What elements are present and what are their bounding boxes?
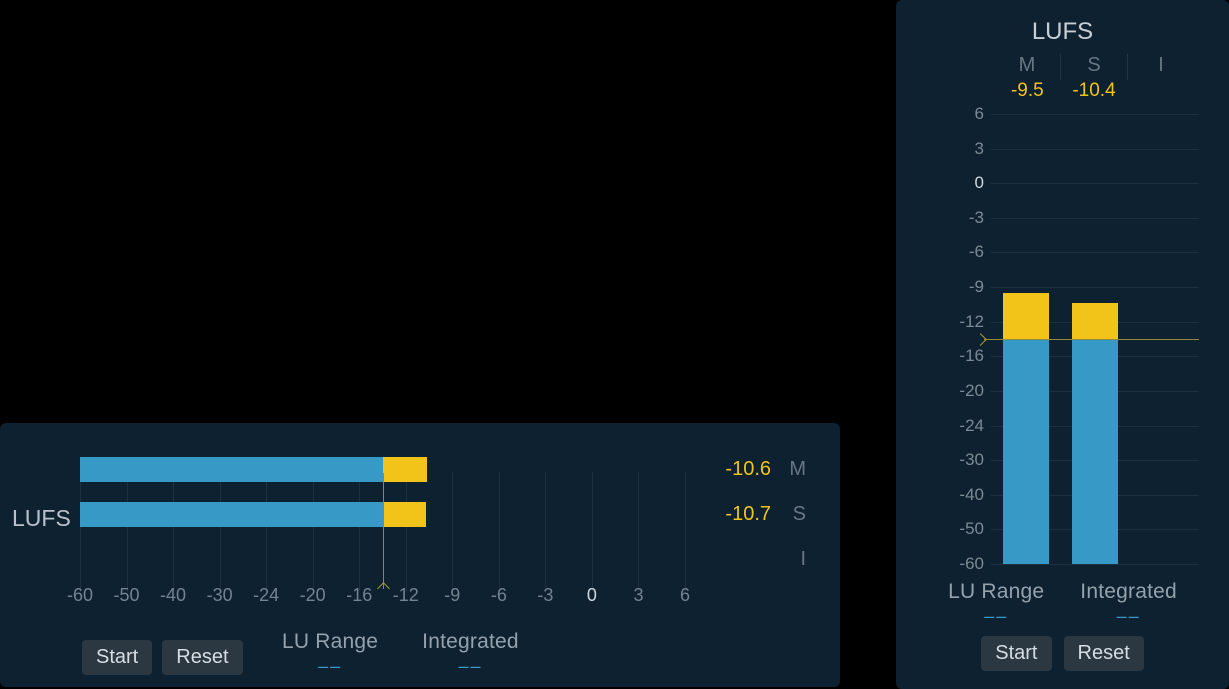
lu-range-readout: LU Range ––	[282, 630, 378, 677]
meter-label-m: M	[789, 457, 806, 482]
axis-tick-label: -60	[959, 554, 984, 574]
axis-tick-label: -30	[959, 450, 984, 470]
axis-tick-label: -16	[959, 346, 984, 366]
vertical-lufs-meter: LUFS M S I -9.5 -10.4 6 3 0 -3 -6 -9 -12 -16 -20…	[896, 0, 1229, 689]
axis-tick-label: -40	[959, 485, 984, 505]
axis-tick-label: -9	[969, 277, 984, 297]
lu-range-label: LU Range	[282, 630, 378, 654]
vertical-header-i: I	[1127, 54, 1194, 80]
horizontal-title: LUFS	[12, 505, 71, 532]
axis-tick-label: -3	[969, 208, 984, 228]
axis-tick-label: 0	[587, 585, 597, 606]
meter-value-m: -10.6	[725, 458, 771, 481]
axis-tick-label: -30	[207, 585, 233, 606]
lu-range-label: LU Range	[948, 580, 1044, 604]
meter-row-m: -10.6 M	[80, 457, 761, 482]
axis-tick-label: 6	[975, 104, 984, 124]
axis-tick-label: -12	[393, 585, 419, 606]
horizontal-readouts: LU Range –– Integrated ––	[282, 630, 519, 677]
vertical-header-row: M S I	[994, 54, 1194, 80]
vertical-value-m: -9.5	[994, 80, 1061, 106]
axis-tick-label: -6	[969, 242, 984, 262]
axis-tick-label: -20	[959, 381, 984, 401]
meter-label-s: S	[793, 502, 806, 527]
reset-button[interactable]: Reset	[1064, 636, 1144, 671]
axis-tick-label: -24	[253, 585, 279, 606]
axis-tick-label: -20	[300, 585, 326, 606]
axis-tick-label: -50	[114, 585, 140, 606]
meter-label-i: I	[800, 549, 806, 569]
meter-row-i: I	[80, 549, 761, 569]
integrated-value: ––	[1080, 606, 1177, 627]
integrated-readout: Integrated ––	[1080, 580, 1177, 627]
horizontal-axis: -60-50-40-30-24-20-16-12-9-6-3036	[80, 585, 761, 607]
vertical-value-s: -10.4	[1061, 80, 1128, 106]
axis-tick-label: 3	[975, 139, 984, 159]
axis-tick-label: 0	[975, 173, 984, 193]
meter-value-s: -10.7	[725, 503, 771, 526]
vertical-values-row: -9.5 -10.4	[994, 80, 1194, 106]
axis-tick-label: -50	[959, 519, 984, 539]
axis-tick-label: 6	[680, 585, 690, 606]
lu-range-readout: LU Range ––	[948, 580, 1044, 627]
axis-tick-label: -16	[346, 585, 372, 606]
start-button[interactable]: Start	[981, 636, 1051, 671]
integrated-label: Integrated	[422, 630, 519, 654]
vertical-button-group: Start Reset	[896, 636, 1229, 671]
horizontal-plot: -10.6 M -10.7 S I -60-50-40-30-24-20-16-…	[80, 457, 761, 607]
start-button[interactable]: Start	[82, 640, 152, 675]
integrated-label: Integrated	[1080, 580, 1177, 604]
vertical-header-s: S	[1060, 54, 1127, 80]
vertical-value-i	[1127, 80, 1194, 106]
lu-range-value: ––	[282, 656, 378, 677]
axis-tick-label: -24	[959, 416, 984, 436]
integrated-readout: Integrated ––	[422, 630, 519, 677]
vertical-readouts: LU Range –– Integrated ––	[896, 580, 1229, 627]
vertical-title: LUFS	[896, 18, 1229, 46]
horizontal-lufs-meter: LUFS -10.6 M -10.7 S I -60-50-40-30-2	[0, 423, 840, 687]
axis-tick-label: -12	[959, 312, 984, 332]
axis-tick-label: -6	[491, 585, 507, 606]
meter-row-s: -10.7 S	[80, 502, 761, 527]
axis-tick-label: -9	[444, 585, 460, 606]
axis-tick-label: -3	[537, 585, 553, 606]
threshold-line	[984, 339, 1199, 340]
reset-button[interactable]: Reset	[162, 640, 242, 675]
axis-tick-label: 3	[633, 585, 643, 606]
threshold-line	[383, 473, 384, 589]
integrated-value: ––	[422, 656, 519, 677]
horizontal-button-group: Start Reset	[82, 640, 243, 675]
vertical-header-m: M	[994, 54, 1060, 80]
axis-tick-label: -40	[160, 585, 186, 606]
axis-tick-label: -60	[67, 585, 93, 606]
horizontal-tracks: -10.6 M -10.7 S I	[80, 457, 761, 567]
lu-range-value: ––	[948, 606, 1044, 627]
vertical-plot: 630-3-6-9-12-16-20-24-30-40-50-60	[934, 114, 1199, 564]
